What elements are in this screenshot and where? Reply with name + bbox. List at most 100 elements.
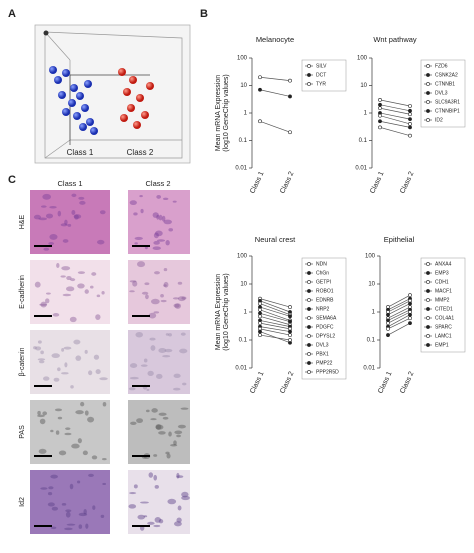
texture [39,303,48,306]
data-point [378,119,382,124]
texture [60,275,66,278]
series-line [379,127,411,136]
texture [143,515,148,518]
texture [144,282,150,286]
series-line [259,306,291,317]
legend-marker [426,343,430,347]
legend-marker [307,307,311,311]
stain-image [30,190,110,254]
data-point [258,75,262,80]
texture [161,215,166,222]
texture [73,214,82,219]
legend-label: MMP2 [435,297,450,303]
texture [158,412,167,416]
y-tick-label: 0.1 [239,138,248,144]
texture [129,492,137,495]
texture [33,346,37,350]
texture [139,195,143,198]
texture [165,451,170,455]
data-point [386,321,390,326]
y-tick-label: 0.1 [367,338,376,344]
texture [140,501,149,504]
y-tick-label: 10 [368,282,375,288]
series-line [259,334,291,341]
legend-marker [426,118,430,122]
series-line [387,311,411,324]
texture [99,377,108,381]
series-line [387,298,411,311]
texture [168,431,172,437]
legend-marker [426,316,430,320]
y-tick-label: 100 [237,56,248,62]
legend-marker [426,334,430,338]
texture [77,283,85,289]
texture [153,454,158,457]
y-axis-label: (log10 GeneChip values) [223,273,230,350]
data-point [378,102,382,107]
texture [102,482,107,485]
x-tick-label: Class 1 [369,171,385,195]
series-line [387,300,411,313]
scatter-points [43,30,154,135]
y-tick-label: 0.01 [235,366,247,372]
y-axis-label: Mean mRNA Expression [215,75,222,151]
texture [158,348,167,354]
texture [133,212,138,216]
texture [64,362,68,368]
data-point [258,321,262,326]
series-line [379,107,411,115]
legend-marker [426,271,430,275]
texture [77,438,82,444]
stain-grid: H&E E-cadherin β-catenin PAS Id2 [19,190,190,534]
texture [165,333,169,336]
data-point [258,329,262,334]
texture [101,291,105,295]
data-point [288,78,292,83]
texture [134,236,143,240]
y-tick-label: 1 [364,111,368,117]
data-point [258,307,262,312]
series-line [379,99,411,107]
texture [91,455,98,460]
legend-marker [307,64,311,68]
texture [37,414,45,418]
texture [67,223,72,227]
texture [77,271,85,274]
data-point [408,321,412,326]
series-line [259,298,291,308]
legend-label: DPYSL2 [316,333,335,339]
series-line [259,120,291,133]
legend-label: PPP2R5D [316,369,339,375]
texture [63,346,72,350]
texture [40,205,47,208]
texture [132,280,138,287]
legend-marker [307,289,311,293]
stain-image [30,470,110,534]
texture [129,363,138,368]
texture [174,303,182,309]
texture [66,276,72,281]
y-axis-label: (log10 GeneChip values) [223,74,230,151]
texture [33,214,41,220]
texture [49,205,57,209]
stain-image [128,260,190,324]
texture [100,514,105,518]
legend-marker [307,325,311,329]
texture [54,408,63,412]
texture [182,382,187,386]
texture [140,364,148,367]
texture [65,427,71,430]
texture [52,313,60,317]
legend-label: ChGn [316,270,329,276]
legend-marker [307,361,311,365]
texture [50,429,54,433]
data-point [258,333,262,337]
y-tick-label: 10 [360,83,367,89]
legend-label: DVL3 [435,90,448,96]
texture [61,347,65,352]
texture [135,331,143,338]
stain-image [30,400,110,464]
texture [155,230,163,237]
x-tick-label: Class 1 [249,371,265,395]
data-point [408,104,412,108]
